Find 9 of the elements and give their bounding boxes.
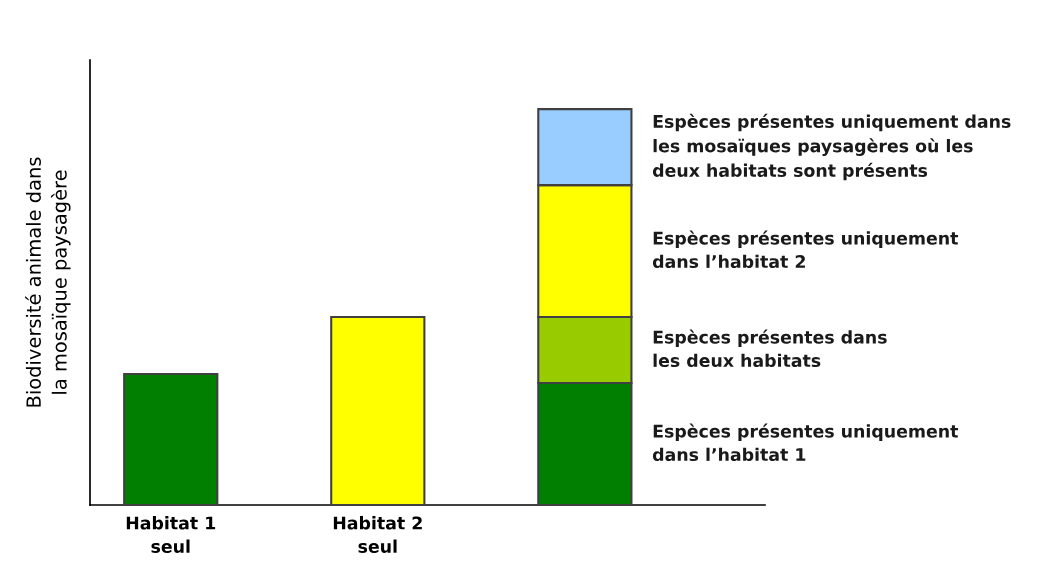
y-axis-title: Biodiversité animale dans la mosaïque paysagère	[25, 157, 71, 407]
bar	[123, 372, 219, 505]
series-label: Espèces présentes uniquement dans les mosaïques paysagères où les deux habitats sont présents	[652, 113, 1011, 181]
series-label: Espèces présentes uniquement dans l’habitat 1	[652, 423, 959, 462]
x-tick-label: Habitat 2 seul	[333, 516, 422, 553]
series-label: Espèces présentes dans les deux habitats	[653, 329, 887, 368]
bar	[330, 315, 426, 505]
series-label: Espèces présentes uniquement dans l’habitat 2	[652, 230, 959, 269]
x-tick-label: Habitat 1 seul	[126, 516, 216, 553]
